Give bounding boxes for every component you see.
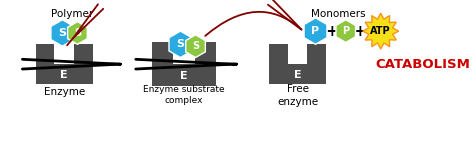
Text: E: E <box>294 70 301 80</box>
Text: Enzyme: Enzyme <box>44 87 85 97</box>
Polygon shape <box>51 20 74 46</box>
Text: +: + <box>325 24 338 39</box>
Polygon shape <box>152 43 216 86</box>
Text: S: S <box>74 28 81 38</box>
Polygon shape <box>269 44 326 84</box>
Text: ATP: ATP <box>370 26 391 36</box>
Polygon shape <box>336 20 356 43</box>
Text: E: E <box>60 70 68 80</box>
Text: P: P <box>342 26 349 36</box>
Text: S: S <box>176 39 184 49</box>
Text: S: S <box>58 28 66 38</box>
Polygon shape <box>68 22 87 44</box>
Text: Enzyme substrate
complex: Enzyme substrate complex <box>144 85 225 105</box>
Text: Polymer: Polymer <box>51 9 93 19</box>
Text: CATABOLISM: CATABOLISM <box>376 58 471 71</box>
Text: +: + <box>354 24 366 39</box>
Polygon shape <box>36 44 92 84</box>
Text: S: S <box>192 41 199 51</box>
Polygon shape <box>186 35 205 58</box>
Text: Free
enzyme: Free enzyme <box>277 84 318 106</box>
Text: P: P <box>311 26 319 36</box>
Polygon shape <box>169 31 192 58</box>
Text: Monomers: Monomers <box>311 9 365 19</box>
Text: E: E <box>181 71 188 81</box>
Polygon shape <box>363 13 399 49</box>
Polygon shape <box>304 18 327 44</box>
